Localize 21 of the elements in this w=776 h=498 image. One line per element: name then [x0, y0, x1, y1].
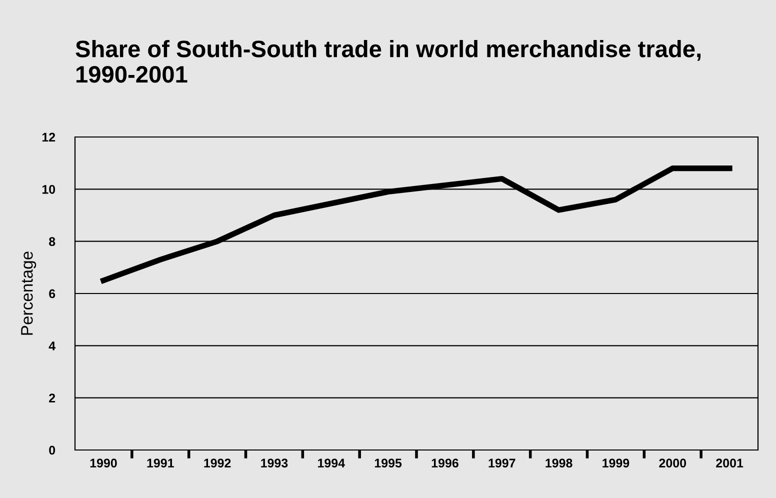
x-tick-label: 2001: [716, 458, 744, 468]
x-tick-label: 2000: [659, 458, 686, 468]
x-tick-label: 1995: [374, 458, 402, 468]
x-tick-label: 1996: [432, 458, 458, 468]
x-tick-label: 1994: [318, 458, 345, 468]
x-tick-label: 1992: [204, 458, 231, 468]
y-tick-label: 8: [49, 237, 56, 246]
y-tick-label: 0: [49, 446, 56, 455]
y-tick-label: 6: [49, 289, 56, 298]
x-tick-label: 1991: [147, 458, 174, 468]
x-tick-label: 1993: [261, 458, 288, 468]
x-tick-label: 1999: [602, 458, 630, 468]
y-tick-label: 10: [42, 184, 56, 194]
x-tick-label: 1990: [90, 458, 117, 468]
chart-title: Share of South-South trade in world merchandise trade, 1990-2001: [76, 40, 701, 83]
x-tick-label: 1998: [546, 458, 572, 468]
y-tick-label: 12: [42, 132, 56, 142]
x-tick-label: 1997: [488, 458, 516, 468]
y-tick-label: 4: [48, 342, 56, 350]
y-axis-title: Percentage: [21, 252, 36, 335]
y-tick-label: 2: [49, 394, 56, 402]
